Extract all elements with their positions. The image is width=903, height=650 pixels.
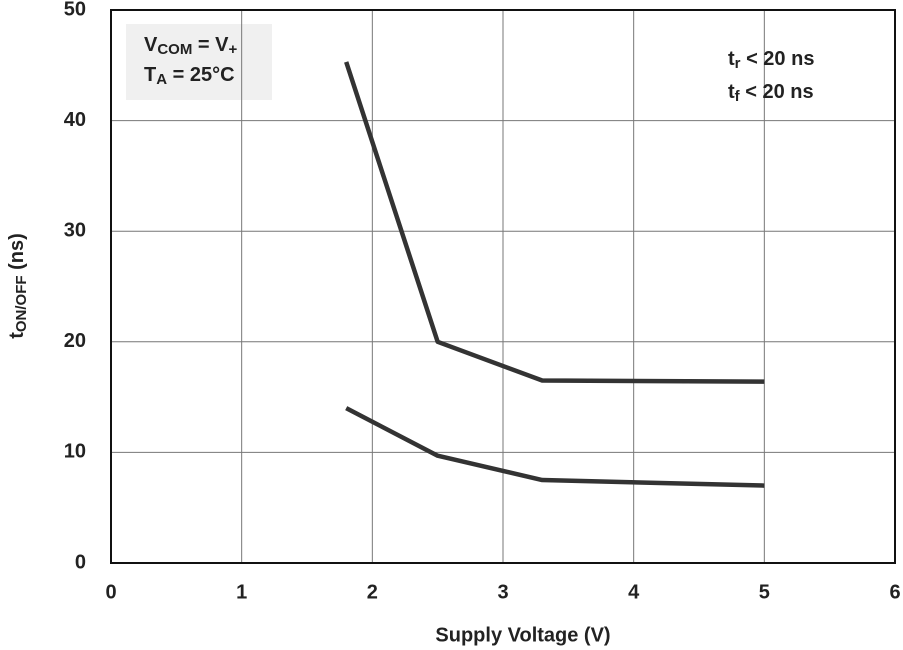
annotation-part: T bbox=[144, 64, 156, 86]
y-axis-label-part: (ns) bbox=[6, 233, 28, 275]
y-axis-label: tON/OFF (ns) bbox=[6, 233, 30, 339]
annotation-part: = 25°C bbox=[167, 64, 234, 86]
x-tick-label: 1 bbox=[236, 581, 247, 603]
annotation-part: r bbox=[735, 55, 741, 72]
y-tick-label: 30 bbox=[64, 219, 86, 241]
annotation: tr < 20 ns bbox=[728, 48, 814, 72]
data-line bbox=[345, 406, 765, 488]
x-tick-label: 2 bbox=[367, 581, 378, 603]
annotation-part: f bbox=[735, 88, 741, 105]
annotation-part: COM bbox=[157, 41, 192, 58]
plot-frame bbox=[110, 9, 896, 564]
y-axis-label-part: ON/OFF bbox=[13, 275, 30, 332]
annotation: VCOM = V+ bbox=[144, 34, 237, 58]
y-tick-label: 40 bbox=[64, 109, 86, 131]
annotation-part: = V bbox=[192, 34, 229, 56]
x-tick-label: 0 bbox=[105, 581, 116, 603]
x-tick-label: 6 bbox=[889, 581, 900, 603]
annotation-part: A bbox=[156, 71, 167, 88]
annotation-part: t bbox=[728, 48, 735, 70]
annotation-part: < 20 ns bbox=[740, 81, 814, 103]
x-tick-label: 3 bbox=[497, 581, 508, 603]
y-tick-label: 0 bbox=[75, 551, 86, 573]
y-tick-label: 20 bbox=[64, 330, 86, 352]
annotation-part: t bbox=[728, 81, 735, 103]
y-tick-label: 50 bbox=[64, 0, 86, 20]
x-tick-label: 5 bbox=[759, 581, 770, 603]
y-axis-label-part: t bbox=[6, 332, 28, 339]
annotation: tf < 20 ns bbox=[728, 81, 814, 105]
annotation: TA = 25°C bbox=[144, 64, 235, 88]
annotation-part: + bbox=[228, 41, 237, 58]
y-tick-label: 10 bbox=[64, 441, 86, 463]
annotation-box bbox=[126, 24, 272, 100]
data-line bbox=[344, 61, 765, 384]
annotation-part: V bbox=[144, 34, 158, 56]
x-axis-label: Supply Voltage (V) bbox=[435, 624, 610, 646]
x-tick-label: 4 bbox=[628, 581, 640, 603]
annotation-part: < 20 ns bbox=[741, 48, 815, 70]
